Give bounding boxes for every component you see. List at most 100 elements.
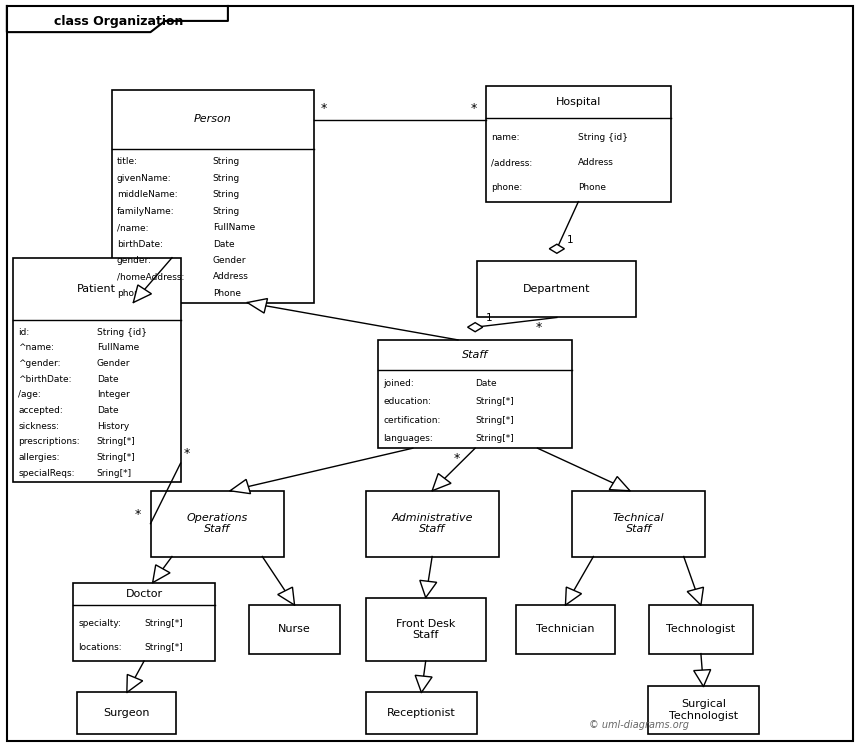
Text: Staff: Staff — [462, 350, 488, 360]
Polygon shape — [230, 480, 250, 494]
Text: joined:: joined: — [384, 379, 415, 388]
Text: Technologist: Technologist — [666, 624, 735, 634]
Polygon shape — [468, 323, 482, 332]
Text: © uml-diagrams.org: © uml-diagrams.org — [589, 719, 689, 730]
Text: FullName: FullName — [213, 223, 255, 232]
Text: String: String — [213, 157, 240, 166]
Text: /homeAddress:: /homeAddress: — [117, 273, 184, 282]
Text: allergies:: allergies: — [18, 453, 59, 462]
Bar — [77, 692, 176, 734]
Text: Address: Address — [213, 273, 249, 282]
Bar — [477, 261, 636, 317]
Text: prescriptions:: prescriptions: — [18, 438, 80, 447]
Text: Front Desk
Staff: Front Desk Staff — [396, 619, 456, 640]
Text: String: String — [213, 190, 240, 199]
Text: String[*]: String[*] — [96, 438, 136, 447]
Text: FullName: FullName — [96, 344, 139, 353]
Text: Receptionist: Receptionist — [387, 708, 456, 718]
Text: *: * — [184, 447, 190, 460]
Text: String: String — [213, 207, 240, 216]
Text: Nurse: Nurse — [278, 624, 311, 634]
Text: Surgical
Technologist: Surgical Technologist — [669, 699, 738, 721]
Text: Gender: Gender — [96, 359, 130, 368]
Polygon shape — [565, 587, 581, 605]
Text: Sring[*]: Sring[*] — [96, 468, 132, 477]
Bar — [516, 605, 615, 654]
Text: /age:: /age: — [18, 391, 40, 400]
Text: String[*]: String[*] — [475, 415, 514, 424]
Text: Doctor: Doctor — [126, 589, 163, 598]
Text: education:: education: — [384, 397, 432, 406]
Bar — [366, 491, 499, 557]
Polygon shape — [550, 244, 564, 253]
Text: Surgeon: Surgeon — [103, 708, 150, 718]
Text: Hospital: Hospital — [556, 97, 601, 107]
Bar — [366, 598, 486, 661]
Text: String[*]: String[*] — [144, 643, 183, 652]
Text: Technical
Staff: Technical Staff — [612, 513, 665, 534]
Text: Date: Date — [96, 375, 119, 384]
Text: Phone: Phone — [578, 183, 606, 192]
Text: gender:: gender: — [117, 256, 152, 265]
Text: givenName:: givenName: — [117, 173, 172, 182]
Text: /address:: /address: — [491, 158, 532, 167]
Text: id:: id: — [18, 328, 29, 337]
Text: certification:: certification: — [384, 415, 441, 424]
Text: Gender: Gender — [213, 256, 246, 265]
Text: *: * — [135, 508, 141, 521]
Text: String[*]: String[*] — [475, 434, 514, 443]
Text: Operations
Staff: Operations Staff — [187, 513, 248, 534]
Polygon shape — [415, 675, 432, 692]
Text: *: * — [321, 102, 327, 115]
Text: Phone: Phone — [213, 289, 241, 298]
Bar — [648, 686, 759, 734]
Text: *: * — [454, 452, 460, 465]
Bar — [73, 583, 215, 661]
Text: familyName:: familyName: — [117, 207, 175, 216]
Text: class Organization: class Organization — [54, 15, 183, 28]
Polygon shape — [133, 285, 151, 303]
Text: String[*]: String[*] — [96, 453, 136, 462]
Text: String {id}: String {id} — [578, 133, 629, 142]
Text: 1: 1 — [485, 313, 492, 323]
Bar — [249, 605, 340, 654]
Polygon shape — [694, 669, 710, 686]
Polygon shape — [127, 675, 143, 692]
Text: String {id}: String {id} — [96, 328, 147, 337]
Text: name:: name: — [491, 133, 519, 142]
Text: Integer: Integer — [96, 391, 130, 400]
Text: /name:: /name: — [117, 223, 149, 232]
Text: languages:: languages: — [384, 434, 433, 443]
Text: sickness:: sickness: — [18, 422, 59, 431]
Text: *: * — [470, 102, 476, 115]
Text: ^gender:: ^gender: — [18, 359, 60, 368]
Text: Department: Department — [523, 285, 591, 294]
Bar — [112, 90, 314, 303]
Text: Administrative
Staff: Administrative Staff — [391, 513, 473, 534]
Text: Technician: Technician — [536, 624, 595, 634]
Bar — [150, 491, 284, 557]
Text: phone:: phone: — [491, 183, 522, 192]
Text: specialReqs:: specialReqs: — [18, 468, 75, 477]
Text: String[*]: String[*] — [144, 619, 183, 627]
Polygon shape — [248, 299, 267, 313]
Text: birthDate:: birthDate: — [117, 240, 163, 249]
Polygon shape — [687, 587, 703, 605]
Text: String: String — [213, 173, 240, 182]
Bar — [13, 258, 181, 482]
Bar — [649, 605, 752, 654]
Text: phone:: phone: — [117, 289, 148, 298]
Text: Address: Address — [578, 158, 614, 167]
Polygon shape — [432, 474, 451, 491]
Text: ^name:: ^name: — [18, 344, 54, 353]
Polygon shape — [153, 565, 170, 583]
Polygon shape — [420, 580, 437, 598]
Text: Date: Date — [213, 240, 235, 249]
Text: Date: Date — [475, 379, 497, 388]
Polygon shape — [278, 587, 294, 605]
Text: ^birthDate:: ^birthDate: — [18, 375, 71, 384]
Text: accepted:: accepted: — [18, 406, 63, 415]
Text: title:: title: — [117, 157, 138, 166]
Text: Person: Person — [194, 114, 231, 125]
Polygon shape — [609, 477, 630, 491]
